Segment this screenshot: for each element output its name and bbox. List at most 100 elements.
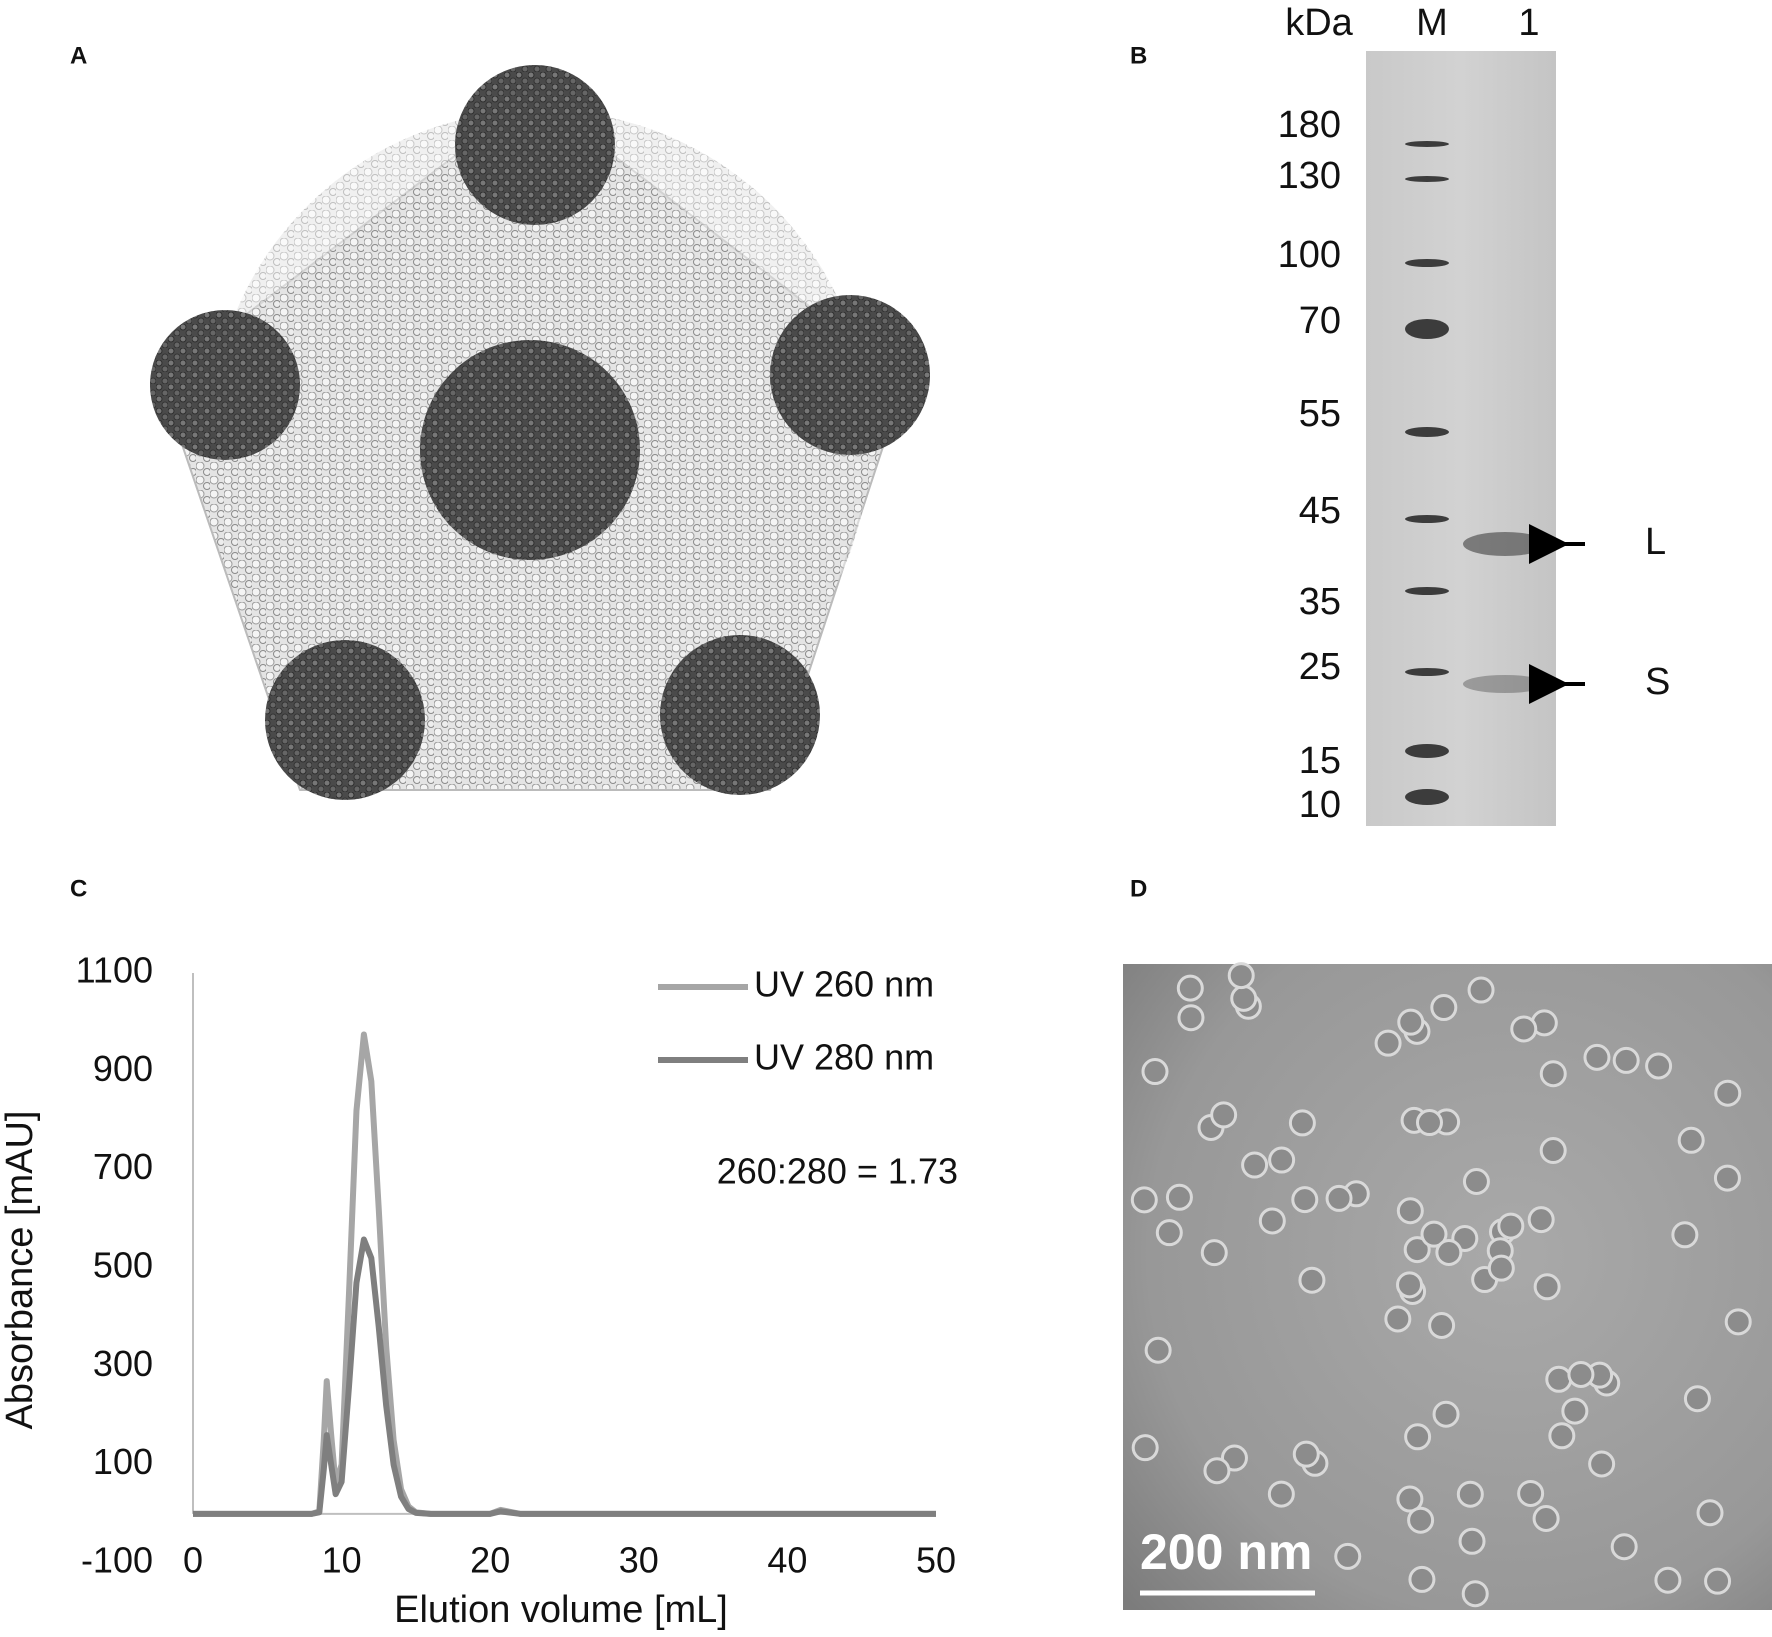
particle (1583, 1043, 1611, 1071)
x-tick-label: 50 (916, 1540, 956, 1581)
particle (1141, 1058, 1169, 1086)
particle (1435, 1239, 1463, 1267)
y-tick-label: 300 (93, 1343, 153, 1384)
particle (1561, 1397, 1589, 1425)
particle (1404, 1423, 1432, 1451)
particle (1415, 1109, 1443, 1137)
particle (1374, 1029, 1402, 1057)
capsid-structure (150, 65, 930, 800)
y-tick-label: 700 (93, 1146, 153, 1187)
marker-label: 35 (1299, 581, 1341, 623)
marker-band (1405, 789, 1449, 805)
particle (1467, 976, 1495, 1004)
particle (1671, 1221, 1699, 1249)
particle (1130, 1186, 1158, 1214)
panel-label: D (1130, 875, 1147, 902)
particle (1325, 1184, 1353, 1212)
y-tick-label: 1100 (76, 950, 153, 991)
particle (1588, 1450, 1616, 1478)
panel-label: C (70, 875, 87, 902)
particle (1396, 1271, 1424, 1299)
particle (1407, 1506, 1435, 1534)
particle (1487, 1254, 1515, 1282)
micrograph (1123, 964, 1772, 1610)
particle (1432, 1400, 1460, 1428)
particle (1696, 1499, 1724, 1527)
particle (1539, 1060, 1567, 1088)
particle (1396, 1485, 1424, 1513)
particle (1408, 1565, 1436, 1593)
y-tick-label: 900 (93, 1048, 153, 1089)
x-tick-label: 20 (470, 1540, 510, 1581)
elution-chart: -100 100 300 500 700 900 1100 0 10 20 30 40 50 Elutio… (0, 950, 958, 1632)
particle (1298, 1266, 1326, 1294)
sample-band (1463, 675, 1547, 693)
marker-band (1405, 744, 1449, 758)
marker-band (1405, 515, 1449, 523)
particle (1510, 1015, 1538, 1043)
series-line (193, 1236, 936, 1517)
marker-band (1405, 176, 1449, 182)
particle (1288, 1109, 1316, 1137)
marker-label: 10 (1299, 784, 1341, 826)
marker-label: 55 (1299, 393, 1341, 435)
particle (1713, 1164, 1741, 1192)
particle (1384, 1305, 1412, 1333)
particle (1241, 1151, 1269, 1179)
scale-bar-label: 200 nm (1140, 1524, 1312, 1580)
particle (1677, 1126, 1705, 1154)
x-tick-label: 40 (767, 1540, 807, 1581)
particle (1517, 1479, 1545, 1507)
particle (1610, 1533, 1638, 1561)
particle (1165, 1183, 1193, 1211)
panel-label: B (1130, 42, 1147, 69)
particle (1548, 1422, 1576, 1450)
y-tick-label: 100 (93, 1441, 153, 1482)
particle (1567, 1360, 1595, 1388)
particle (1724, 1308, 1752, 1336)
particle (1654, 1566, 1682, 1594)
marker-band (1405, 427, 1449, 437)
particle (1268, 1146, 1296, 1174)
legend-label: UV 280 nm (754, 1037, 934, 1078)
particle (1403, 1236, 1431, 1264)
particle (1291, 1186, 1319, 1214)
band-label: S (1645, 661, 1670, 703)
particle (1430, 994, 1458, 1022)
particle (1131, 1434, 1159, 1462)
particle (1612, 1046, 1640, 1074)
particles (1130, 962, 1752, 1608)
marker-label: 25 (1299, 646, 1341, 688)
marker-band (1405, 587, 1449, 595)
particle (1177, 1004, 1205, 1032)
marker-label: 130 (1278, 155, 1341, 197)
band-label: L (1645, 521, 1666, 563)
y-axis-label: Absorbance [mAU] (0, 1111, 41, 1430)
x-tick-label: 30 (619, 1540, 659, 1581)
particle (1144, 1336, 1172, 1364)
marker-label: 70 (1299, 300, 1341, 342)
marker-label: 180 (1278, 104, 1341, 146)
particle (1210, 1101, 1238, 1129)
particle (1176, 974, 1204, 1002)
particle (1203, 1457, 1231, 1485)
particle (1155, 1219, 1183, 1247)
gel (1366, 51, 1556, 826)
particle (1545, 1365, 1573, 1393)
particle (1397, 1008, 1425, 1036)
particle (1532, 1504, 1560, 1532)
y-tick-label: -100 (81, 1540, 153, 1581)
particle (1428, 1311, 1456, 1339)
marker-label: 15 (1299, 740, 1341, 782)
legend-label: UV 260 nm (754, 964, 934, 1005)
x-axis-label: Elution volume [mL] (394, 1589, 728, 1631)
particle (1645, 1052, 1673, 1080)
particle (1533, 1273, 1561, 1301)
series-line (193, 1031, 936, 1517)
marker-band (1405, 668, 1449, 676)
panel-label: A (70, 42, 87, 69)
marker-band (1405, 259, 1449, 267)
particle (1456, 1480, 1484, 1508)
y-tick-label: 500 (93, 1245, 153, 1286)
